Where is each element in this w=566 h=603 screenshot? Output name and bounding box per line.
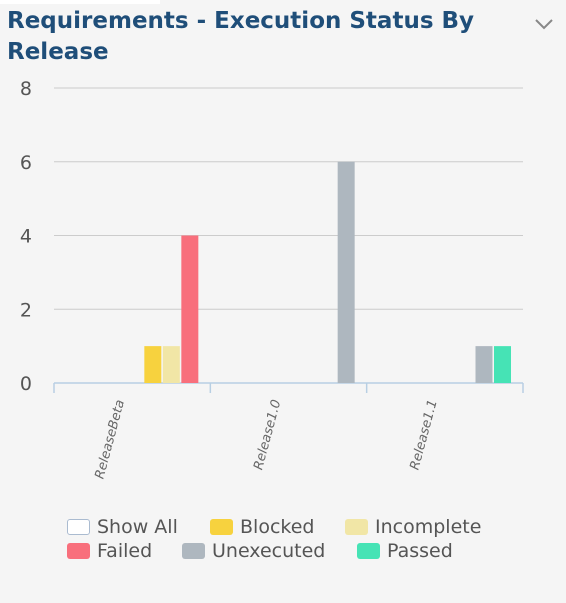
legend-unexecuted[interactable]: Unexecuted (182, 540, 325, 562)
x-tick-label: Release1.1 (408, 398, 441, 471)
x-tick-label: ReleaseBeta (92, 398, 128, 481)
y-tick-label: 6 (20, 152, 32, 174)
y-tick-label: 8 (20, 78, 32, 100)
legend-swatch-blocked (210, 519, 233, 535)
chart-title: Requirements - Execution Status By Relea… (7, 8, 475, 65)
panel-top-strip (0, 0, 160, 4)
legend-swatch-passed (357, 543, 380, 559)
legend-label-passed: Passed (387, 540, 453, 562)
legend-passed[interactable]: Passed (357, 540, 453, 562)
legend-label-unexecuted: Unexecuted (212, 540, 326, 562)
bar-releasebeta-failed (181, 235, 199, 383)
bar-release1-0-unexecuted (337, 161, 355, 383)
y-tick-label: 4 (20, 226, 32, 248)
legend-swatch-failed (67, 543, 90, 559)
legend-swatch-incomplete (345, 519, 368, 535)
legend-label-failed: Failed (97, 540, 153, 562)
legend-swatch-show-all (67, 519, 90, 535)
legend-swatch-unexecuted (182, 543, 205, 559)
bar-release1-1-unexecuted (475, 346, 493, 383)
legend-label-blocked: Blocked (240, 516, 315, 538)
legend-incomplete[interactable]: Incomplete (345, 516, 481, 538)
legend-blocked[interactable]: Blocked (210, 516, 314, 538)
chevron-down-icon[interactable] (532, 12, 556, 36)
legend-show-all[interactable]: Show All (67, 516, 178, 538)
y-tick-label: 2 (20, 299, 32, 321)
legend-failed[interactable]: Failed (67, 540, 152, 562)
legend-label-show-all: Show All (97, 516, 178, 538)
bar-releasebeta-incomplete (162, 346, 180, 383)
bar-releasebeta-blocked (144, 346, 162, 383)
legend-label-incomplete: Incomplete (375, 516, 482, 538)
y-tick-label: 0 (20, 373, 32, 395)
x-tick-label: Release1.0 (251, 398, 284, 471)
bar-release1-1-passed (494, 346, 511, 383)
